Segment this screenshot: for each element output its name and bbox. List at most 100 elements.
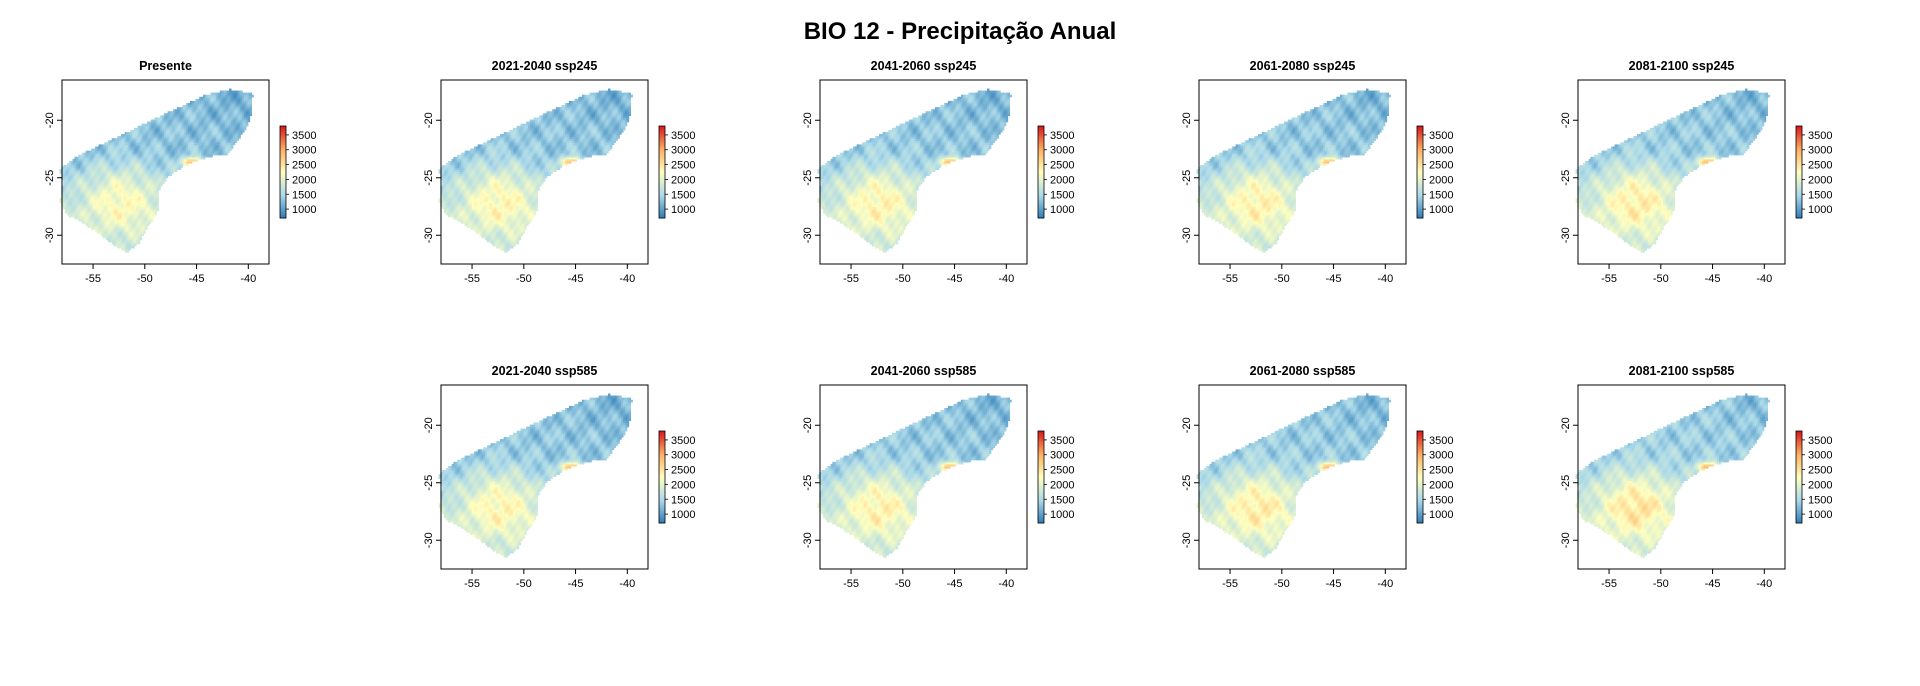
raster-cell xyxy=(139,194,143,197)
raster-cell xyxy=(197,146,200,150)
raster-cell xyxy=(479,198,482,201)
raster-cell xyxy=(217,119,221,123)
raster-cell xyxy=(106,165,109,168)
raster-cell xyxy=(135,196,139,199)
raster-cell xyxy=(477,177,481,181)
raster-cell xyxy=(163,179,167,183)
raster-cell xyxy=(81,194,85,197)
raster-cell xyxy=(147,165,150,168)
raster-cell xyxy=(169,156,172,160)
raster-cell xyxy=(201,103,204,106)
raster-cell xyxy=(96,200,100,203)
raster-cell xyxy=(216,134,219,137)
raster-cell xyxy=(462,165,466,168)
raster-cell xyxy=(464,158,468,162)
raster-cell xyxy=(176,117,180,121)
raster-cell xyxy=(148,134,152,137)
raster-cell xyxy=(109,152,113,156)
raster-cell xyxy=(217,121,221,125)
raster-cell xyxy=(486,208,490,212)
raster-cell xyxy=(135,183,139,187)
raster-cell xyxy=(449,169,453,172)
raster-cell xyxy=(87,220,90,224)
raster-cell xyxy=(143,192,146,195)
raster-cell xyxy=(473,175,477,179)
raster-cell xyxy=(490,198,494,201)
raster-cell xyxy=(65,198,68,201)
legend-swatch xyxy=(280,201,286,204)
raster-cell xyxy=(113,243,116,247)
raster-cell xyxy=(115,189,118,193)
raster-cell xyxy=(488,169,492,172)
raster-cell xyxy=(490,175,494,179)
raster-cell xyxy=(186,158,189,162)
raster-cell xyxy=(98,194,102,197)
raster-cell xyxy=(449,163,453,166)
raster-cell xyxy=(490,140,494,143)
raster-cell xyxy=(91,202,94,206)
raster-cell xyxy=(139,167,143,170)
raster-cell xyxy=(230,134,234,137)
raster-cell xyxy=(72,179,76,183)
raster-cell xyxy=(184,140,187,143)
raster-cell xyxy=(193,152,197,156)
raster-cell xyxy=(126,171,130,174)
raster-cell xyxy=(477,173,481,177)
raster-cell xyxy=(130,233,133,237)
raster-cell xyxy=(492,183,495,187)
raster-cell xyxy=(120,200,124,203)
raster-cell xyxy=(109,175,113,179)
raster-cell xyxy=(242,119,245,123)
raster-cell xyxy=(143,227,146,230)
raster-cell xyxy=(119,169,122,172)
raster-cell xyxy=(468,212,471,216)
raster-cell xyxy=(466,192,469,195)
raster-cell xyxy=(119,150,122,154)
raster-cell xyxy=(208,134,212,137)
raster-cell xyxy=(143,212,146,216)
raster-cell xyxy=(135,148,139,152)
raster-cell xyxy=(199,138,202,141)
raster-cell xyxy=(115,239,118,243)
raster-cell xyxy=(113,163,116,166)
raster-cell xyxy=(219,142,223,145)
raster-cell xyxy=(221,134,225,137)
raster-cell xyxy=(120,204,124,208)
raster-cell xyxy=(119,148,122,152)
raster-cell xyxy=(89,179,92,183)
raster-cell xyxy=(475,183,479,187)
raster-cell xyxy=(219,131,223,135)
raster-cell xyxy=(111,140,115,143)
raster-cell xyxy=(113,148,116,152)
raster-cell xyxy=(444,206,447,210)
raster-cell xyxy=(145,192,148,195)
raster-cell xyxy=(107,173,111,177)
raster-cell xyxy=(201,127,204,131)
raster-cell xyxy=(158,144,161,148)
raster-cell xyxy=(124,150,128,154)
raster-cell xyxy=(189,103,193,106)
raster-cell xyxy=(63,198,66,201)
raster-cell xyxy=(451,179,455,183)
raster-cell xyxy=(72,163,76,166)
raster-cell xyxy=(154,185,157,189)
raster-cell xyxy=(94,177,98,181)
raster-cell xyxy=(148,142,152,145)
raster-cell xyxy=(122,210,126,214)
raster-cell xyxy=(126,227,130,230)
raster-cell xyxy=(83,163,87,166)
raster-cell xyxy=(154,175,157,179)
raster-cell xyxy=(182,121,185,125)
raster-cell xyxy=(189,156,193,160)
raster-cell xyxy=(74,187,77,191)
raster-cell xyxy=(189,140,193,143)
raster-cell xyxy=(223,96,226,100)
raster-cell xyxy=(102,206,105,210)
raster-cell xyxy=(479,229,482,232)
raster-cell xyxy=(210,105,213,108)
raster-cell xyxy=(178,154,182,158)
raster-cell xyxy=(197,142,200,145)
raster-cell xyxy=(453,171,456,174)
raster-cell xyxy=(161,177,165,181)
raster-cell xyxy=(143,136,146,139)
